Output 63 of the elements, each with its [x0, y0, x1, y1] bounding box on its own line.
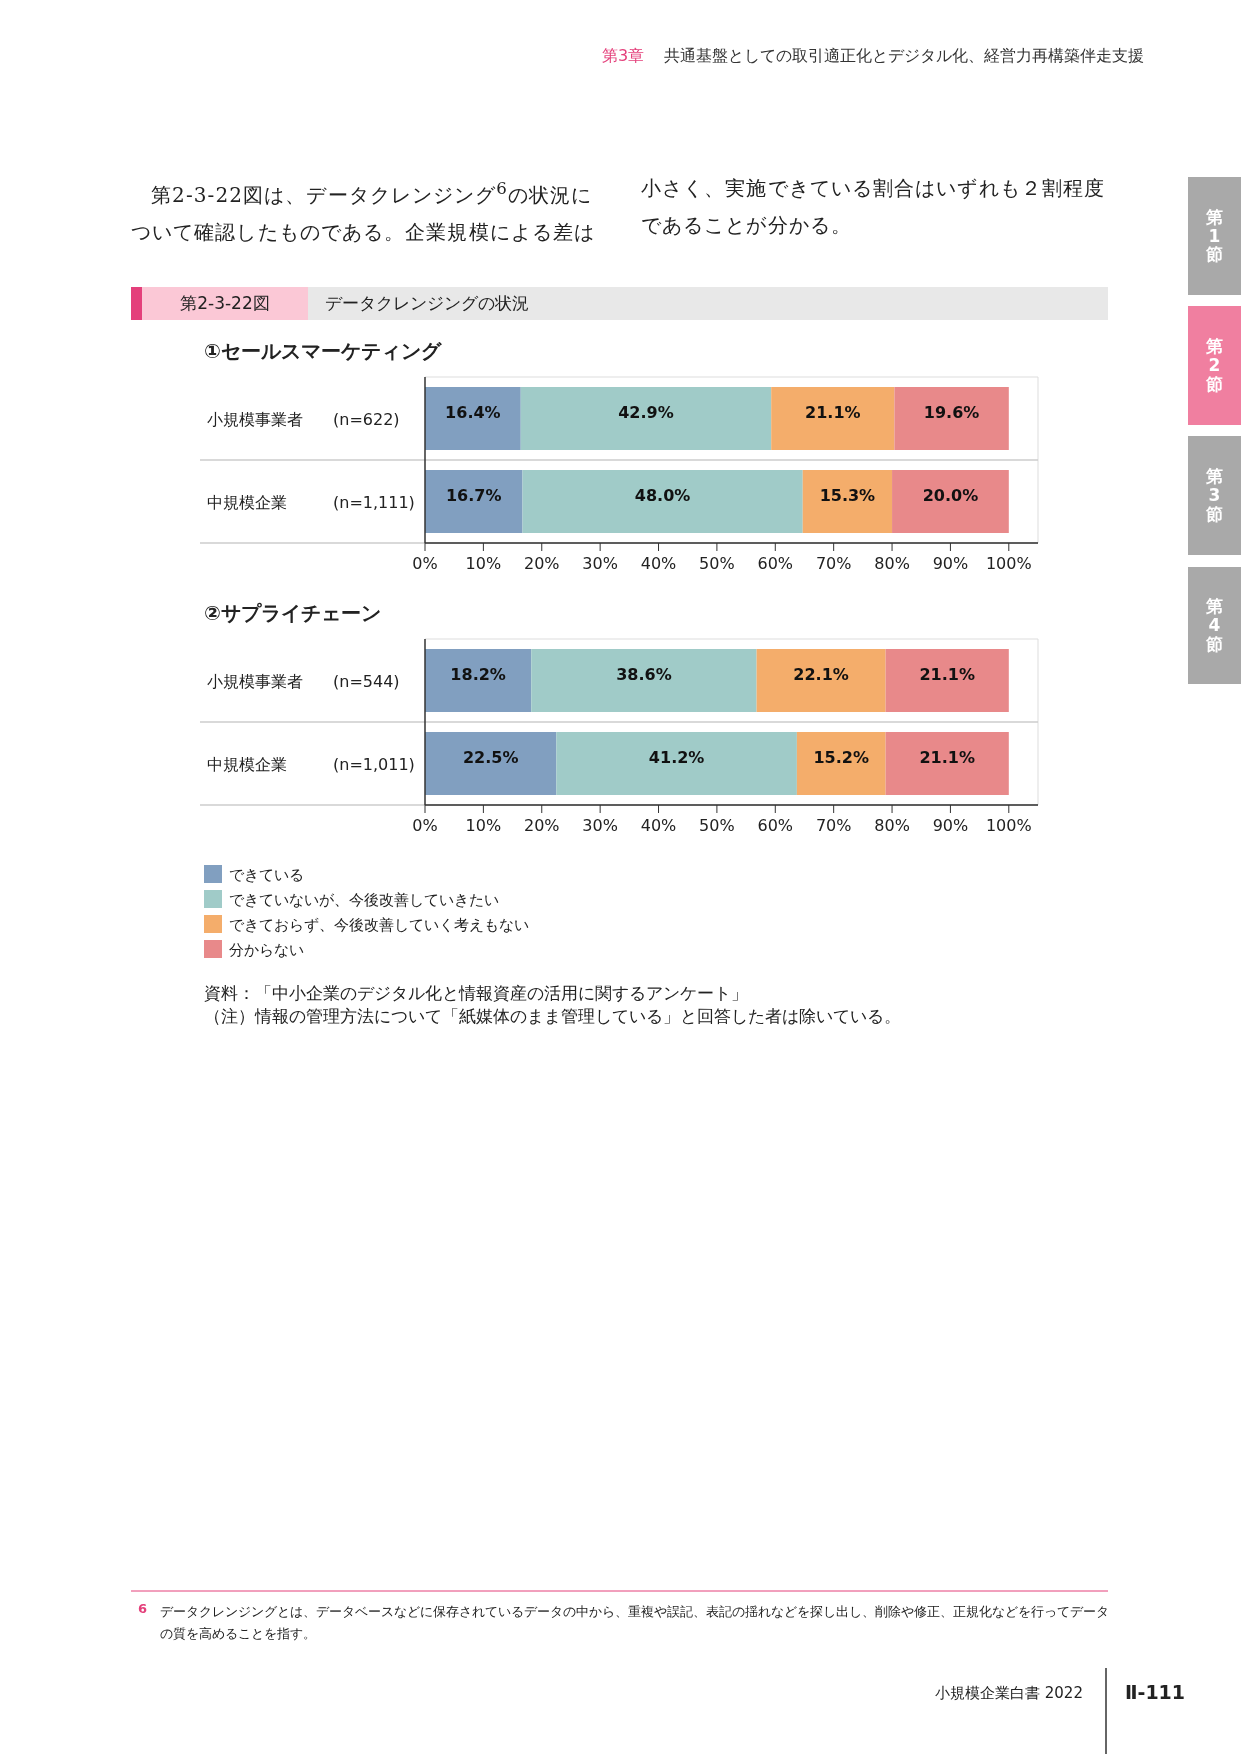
title: ②サプライチェーン [204, 600, 381, 627]
x-tick-label: 30% [582, 816, 618, 835]
annotation: 第2-3-22図は、データクレンジング$^{6}$の状況について確認したものである。企業規模による差は小さく、実施できている割合はいずれも２割程度であることが分かる。 [131, 175, 1107, 246]
x-tick-label: 20% [523, 554, 560, 573]
data-label: 15.2% [813, 747, 870, 767]
annotation: 第3章 [602, 46, 645, 67]
data-label: 21.1% [919, 747, 975, 767]
x-tick-label: 0% [412, 816, 438, 835]
annotation: Ⅱ-111 [1125, 1681, 1186, 1703]
data-label: 19.6% [923, 402, 980, 422]
legend-label: 分からない [229, 941, 304, 959]
annotation: 共通基盤としての取引適正化とデジタル化、経営力再構築伴走支援 [664, 46, 1144, 67]
data-label: 22.5% [462, 747, 519, 767]
annotation: データクレンジングの状況 [325, 292, 529, 315]
x-tick-label: 100% [985, 554, 1032, 573]
x-tick-label: 60% [757, 554, 794, 573]
x-tick-label: 40% [640, 554, 677, 573]
data-label: 20.0% [922, 485, 979, 505]
annotation: 資料：「中小企業のデジタル化と情報資産の活用に関するアンケート」 [204, 982, 748, 1005]
data-label: 48.0% [634, 485, 691, 505]
x-tick-label: 90% [932, 816, 969, 835]
annotation: データクレンジングとは、データベースなどに保存されているデータの中から、重複や誤記、表記の揺れなどを探し出し、削除や修正、正規化などを行ってデータの質を高めることを指す。 [160, 1603, 1110, 1643]
annotation: 第2-3-22図 [142, 287, 308, 320]
title: ①セールスマーケティング [204, 338, 441, 365]
annotation: 第2節 [1188, 306, 1241, 425]
annotation: 第1節 [1188, 177, 1241, 295]
x-tick-label: 10% [465, 816, 502, 835]
category-label: 小規模事業者 (n=622) [207, 409, 400, 429]
data-label: 16.4% [445, 402, 501, 422]
annotation: 小規模企業白書 2022 [935, 1684, 1083, 1703]
annotation: 第3節 [1188, 436, 1241, 555]
legend-label: できている [229, 866, 304, 884]
x-tick-label: 50% [699, 554, 735, 573]
x-tick-label: 80% [874, 816, 910, 835]
x-tick-label: 60% [757, 816, 794, 835]
legend-label: できておらず、今後改善していく考えもない [229, 916, 529, 934]
x-tick-label: 50% [699, 816, 735, 835]
x-tick-label: 30% [582, 554, 618, 573]
legend-label: できていないが、今後改善していきたい [229, 891, 499, 909]
data-label: 38.6% [616, 664, 672, 684]
data-label: 18.2% [450, 664, 506, 684]
category-label: 中規模企業 (n=1,111) [207, 492, 415, 512]
x-tick-label: 100% [985, 816, 1032, 835]
data-label: 15.3% [819, 485, 876, 505]
category-label: 小規模事業者 (n=544) [207, 671, 400, 691]
x-tick-label: 20% [523, 816, 560, 835]
data-label: 42.9% [618, 402, 674, 422]
annotation: （注）情報の管理方法について「紙媒体のまま管理している」と回答した者は除いている。 [204, 1005, 901, 1028]
category-label: 中規模企業 (n=1,011) [207, 754, 415, 774]
x-tick-label: 10% [465, 554, 502, 573]
x-tick-label: 40% [640, 816, 677, 835]
data-label: 41.2% [648, 747, 705, 767]
x-tick-label: 90% [932, 554, 969, 573]
data-label: 16.7% [445, 485, 502, 505]
data-label: 22.1% [793, 664, 849, 684]
x-tick-label: 70% [815, 554, 852, 573]
x-tick-label: 80% [874, 554, 910, 573]
data-label: 21.1% [919, 664, 975, 684]
x-tick-label: 70% [815, 816, 852, 835]
annotation: 第4節 [1188, 567, 1241, 684]
annotation: 6 [138, 1601, 148, 1616]
data-label: 21.1% [805, 402, 861, 422]
x-tick-label: 0% [412, 554, 438, 573]
